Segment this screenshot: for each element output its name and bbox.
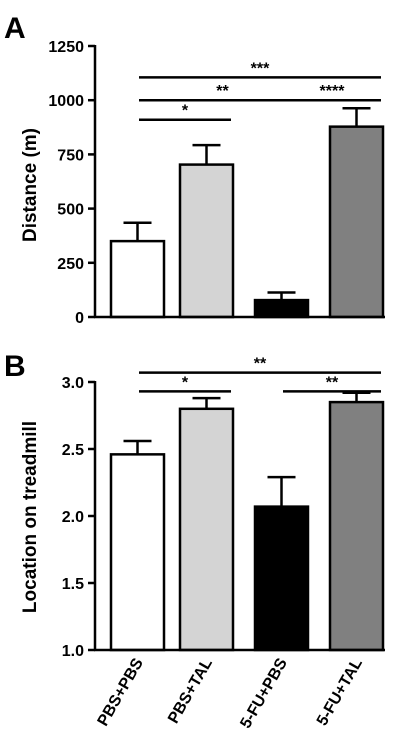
y-tick-label: 1.0	[62, 643, 84, 660]
panel-b-y-axis-label: Location on treadmill	[20, 421, 41, 613]
bar-pbs-pbs	[109, 239, 166, 319]
y-tick-label: 1250	[48, 39, 84, 56]
y-tick-label: 1.5	[62, 576, 84, 593]
panel-a-y-axis-label: Distance (m)	[20, 128, 41, 242]
y-tick-label: 750	[57, 147, 84, 164]
x-category-label: 5-FU+TAL	[314, 655, 366, 728]
y-tick-label: 250	[57, 256, 84, 273]
x-category-label: PBS+PBS	[95, 655, 147, 729]
significance-label: **	[326, 374, 339, 391]
significance-label: **	[254, 356, 267, 373]
y-tick-label: 1000	[48, 93, 84, 110]
bar-5-fu-tal	[328, 125, 385, 319]
panel-a-bars	[109, 106, 385, 319]
panel-b-bars	[109, 391, 385, 652]
bar-pbs-pbs	[109, 453, 166, 652]
bar-pbs-tal	[178, 407, 235, 652]
panel-b-y-ticks: 1.0 1.5 2.0 2.5 3.0	[62, 375, 95, 660]
significance-label: ***	[251, 60, 270, 77]
panel-b-label: B	[4, 350, 26, 383]
panel-a-label: A	[4, 12, 26, 45]
y-tick-label: 3.0	[62, 375, 84, 392]
y-tick-label: 2.0	[62, 509, 84, 526]
y-tick-label: 0	[75, 310, 84, 327]
significance-label: *	[182, 374, 189, 391]
x-category-label: PBS+TAL	[165, 655, 216, 726]
bar-5-fu-tal	[328, 400, 385, 652]
bar-pbs-tal	[178, 163, 235, 319]
significance-label: ****	[320, 83, 346, 100]
y-tick-label: 2.5	[62, 442, 84, 459]
y-tick-label: 500	[57, 202, 84, 219]
x-category-labels: PBS+PBS PBS+TAL 5-FU+PBS 5-FU+TAL	[95, 655, 366, 731]
significance-label: **	[216, 83, 229, 100]
panel-b: B Location on treadmill 1.01.52.02.53.0 …	[4, 350, 385, 731]
bar-5-fu-pbs	[253, 505, 310, 652]
bar-5-fu-pbs	[253, 298, 310, 319]
panel-a-y-ticks: 0 250 500 750 1000 1250	[48, 39, 95, 327]
x-category-label: 5-FU+PBS	[237, 655, 291, 731]
panel-b-significance: *** **	[139, 356, 381, 393]
significance-label: *	[182, 103, 189, 120]
panel-a-significance: ***** *****	[139, 60, 381, 121]
